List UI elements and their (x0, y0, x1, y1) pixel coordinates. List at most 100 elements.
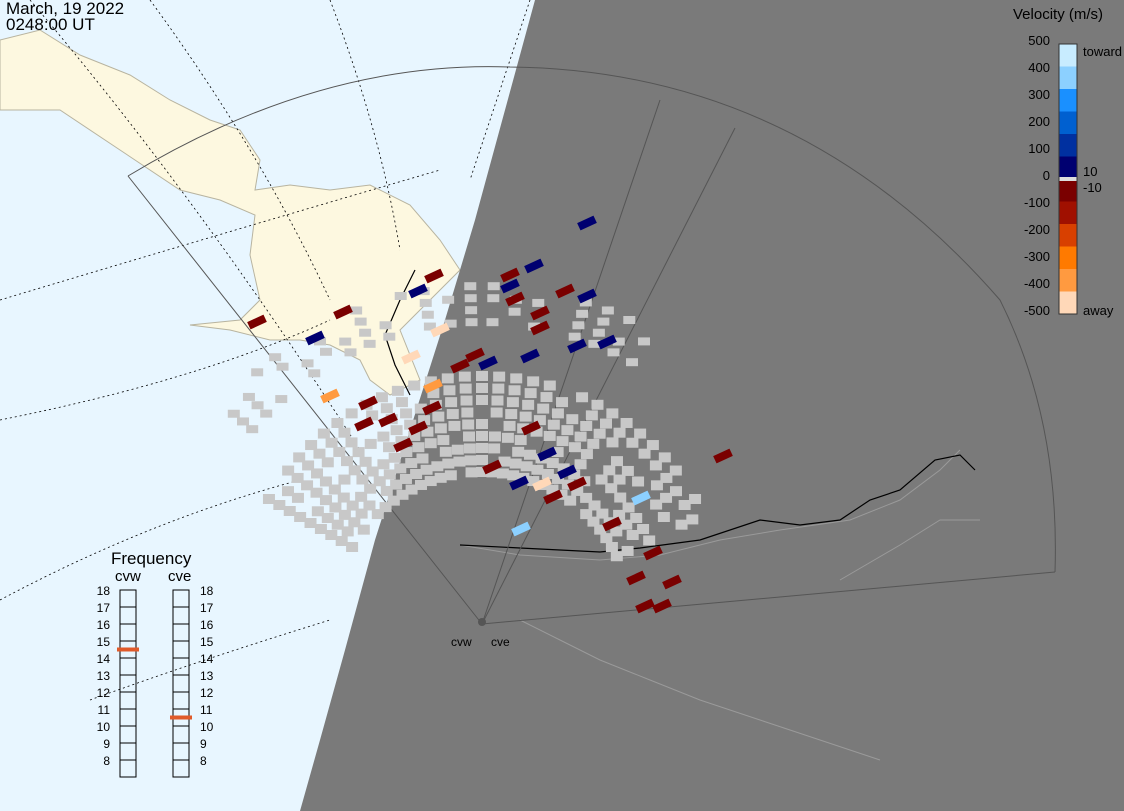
colorbar-segment (1059, 224, 1077, 247)
ground-scatter-cell (315, 524, 327, 534)
colorbar-tick-label: -300 (1000, 249, 1050, 264)
frequency-scale-label-left: 14 (88, 652, 110, 666)
ground-scatter-cell (313, 449, 325, 459)
frequency-marker-cvw (117, 648, 139, 652)
ground-scatter-cell (237, 417, 249, 425)
ground-scatter-cell (643, 535, 655, 545)
ground-scatter-cell (462, 419, 474, 429)
ground-scatter-cell (634, 429, 646, 439)
ground-scatter-cell (544, 381, 556, 391)
ground-scatter-cell (463, 431, 475, 441)
colorbar-tick-label: 500 (1000, 33, 1050, 48)
ground-scatter-cell (493, 372, 505, 382)
colorbar-tick-label: 300 (1000, 87, 1050, 102)
ground-scatter-cell (531, 465, 543, 475)
ground-scatter-cell (630, 513, 642, 523)
frequency-title: Frequency (111, 549, 191, 569)
ground-scatter-cell (626, 438, 638, 448)
ground-scatter-cell (522, 400, 534, 410)
ground-scatter-cell (452, 445, 464, 455)
ground-scatter-cell (349, 465, 361, 475)
ground-scatter-cell (356, 475, 368, 485)
ground-scatter-cell (405, 458, 417, 468)
ground-scatter-cell (509, 385, 521, 395)
ground-scatter-cell (396, 397, 408, 407)
ground-scatter-cell (670, 466, 682, 476)
ground-scatter-cell (547, 458, 559, 468)
ground-scatter-cell (410, 469, 422, 479)
ground-scatter-cell (487, 294, 499, 302)
ground-scatter-cell (548, 420, 560, 430)
ground-scatter-cell (622, 546, 634, 556)
ground-scatter-cell (580, 421, 592, 431)
ground-scatter-cell (586, 410, 598, 420)
ground-scatter-cell (442, 459, 454, 469)
colorbar-segment (1059, 202, 1077, 225)
ground-scatter-cell (476, 443, 488, 453)
ground-scatter-cell (491, 396, 503, 406)
frequency-scale-label-left: 12 (88, 686, 110, 700)
time-label: 0248:00 UT (6, 16, 95, 33)
frequency-scale-label-right: 15 (200, 635, 222, 649)
frequency-scale-label-right: 17 (200, 601, 222, 615)
colorbar-segment (1059, 292, 1077, 315)
colorbar-tick-label: 200 (1000, 114, 1050, 129)
ground-scatter-cell (502, 433, 514, 443)
frequency-scale-label-left: 9 (88, 737, 110, 751)
ground-scatter-cell (638, 337, 650, 345)
ground-scatter-cell (476, 455, 488, 465)
frequency-scale-label-left: 15 (88, 635, 110, 649)
ground-scatter-cell (251, 368, 263, 376)
ground-scatter-cell (603, 465, 615, 475)
ground-scatter-cell (383, 333, 395, 341)
colorbar-segment (1059, 89, 1077, 112)
ground-scatter-cell (367, 467, 379, 477)
ground-scatter-cell (591, 400, 603, 410)
ground-scatter-cell (277, 363, 289, 371)
ground-scatter-cell (377, 432, 389, 442)
ground-scatter-cell (336, 536, 348, 546)
frequency-scale-label-right: 13 (200, 669, 222, 683)
ground-scatter-cell (320, 348, 332, 356)
radar-site-marker (478, 618, 486, 626)
ground-scatter-cell (510, 373, 522, 383)
ground-scatter-cell (525, 388, 537, 398)
ground-scatter-cell (421, 465, 433, 475)
colorbar-tick-label: -100 (1000, 195, 1050, 210)
frequency-ladder-frame (120, 590, 136, 777)
ground-scatter-cell (389, 453, 401, 463)
ground-scatter-cell (364, 340, 376, 348)
ground-scatter-cell (520, 412, 532, 422)
ground-scatter-cell (338, 428, 350, 438)
ground-scatter-cell (322, 457, 334, 467)
ground-scatter-cell (412, 442, 424, 452)
ground-scatter-cell (611, 456, 623, 466)
ground-scatter-cell (377, 459, 389, 469)
ground-scatter-cell (679, 500, 691, 510)
ground-scatter-cell (464, 282, 476, 290)
ground-scatter-cell (476, 431, 488, 441)
ground-scatter-cell (442, 373, 454, 383)
ground-scatter-cell (353, 447, 365, 457)
frequency-scale-label-left: 13 (88, 669, 110, 683)
ground-scatter-cell (359, 329, 371, 337)
ground-scatter-cell (380, 321, 392, 329)
ground-scatter-cell (587, 439, 599, 449)
ground-scatter-cell (510, 459, 522, 469)
ground-scatter-cell (505, 409, 517, 419)
ground-scatter-cell (422, 311, 434, 319)
frequency-marker-cve (170, 716, 192, 720)
frequency-scale-label-left: 8 (88, 754, 110, 768)
ground-scatter-cell (437, 435, 449, 445)
ground-scatter-cell (448, 421, 460, 431)
ground-scatter-cell (566, 414, 578, 424)
ground-scatter-cell (576, 392, 588, 402)
ground-scatter-cell (460, 384, 472, 394)
ground-scatter-cell (346, 408, 358, 418)
ground-scatter-cell (632, 476, 644, 486)
ground-scatter-cell (564, 496, 576, 506)
ground-scatter-cell (363, 500, 375, 510)
ground-scatter-cell (637, 524, 649, 534)
ground-scatter-cell (331, 418, 343, 428)
frequency-scale-label-left: 18 (88, 584, 110, 598)
